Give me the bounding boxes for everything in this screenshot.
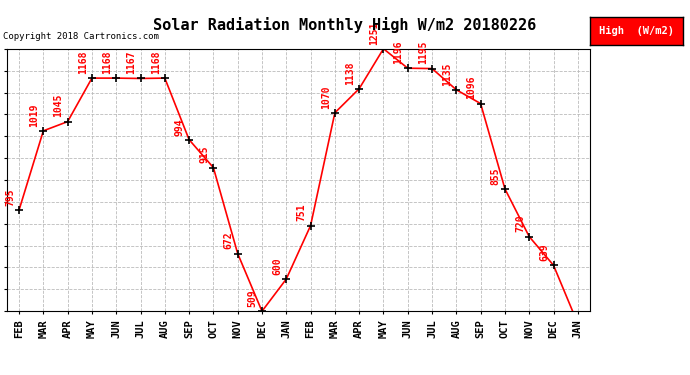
Text: 915: 915 <box>199 146 209 164</box>
Point <box>232 251 243 257</box>
Text: Copyright 2018 Cartronics.com: Copyright 2018 Cartronics.com <box>3 32 159 41</box>
Text: 1096: 1096 <box>466 76 477 99</box>
Point <box>305 223 316 229</box>
Text: 1196: 1196 <box>393 40 404 64</box>
Point <box>184 136 195 142</box>
Point <box>451 87 462 93</box>
Point <box>475 100 486 106</box>
Text: High  (W/m2): High (W/m2) <box>599 26 674 36</box>
Text: 1251: 1251 <box>369 21 380 45</box>
Point <box>572 321 583 327</box>
Point <box>329 110 340 116</box>
Point <box>548 262 559 268</box>
Point <box>378 46 389 52</box>
Point <box>208 165 219 171</box>
Text: 1070: 1070 <box>321 85 331 109</box>
Text: 1135: 1135 <box>442 62 452 86</box>
Text: 994: 994 <box>175 118 185 135</box>
Text: 1168: 1168 <box>102 51 112 74</box>
Point <box>38 128 49 134</box>
Text: 1195: 1195 <box>418 41 428 64</box>
Text: 1019: 1019 <box>29 103 39 127</box>
Text: 600: 600 <box>272 257 282 275</box>
Text: 1138: 1138 <box>345 61 355 84</box>
Text: 855: 855 <box>491 167 501 184</box>
Text: 509: 509 <box>248 290 258 307</box>
Point <box>402 65 413 71</box>
Text: 474: 474 <box>0 374 1 375</box>
Point <box>135 75 146 81</box>
Point <box>257 308 268 314</box>
Text: 639: 639 <box>540 243 549 261</box>
Text: Solar Radiation Monthly High W/m2 20180226: Solar Radiation Monthly High W/m2 201802… <box>153 17 537 33</box>
Point <box>354 86 365 92</box>
Text: 1168: 1168 <box>78 51 88 74</box>
Point <box>281 276 292 282</box>
Text: 1045: 1045 <box>53 94 63 117</box>
Text: 795: 795 <box>5 188 15 206</box>
Text: 751: 751 <box>297 204 306 222</box>
Point <box>426 66 437 72</box>
Point <box>524 234 535 240</box>
Point <box>159 75 170 81</box>
Point <box>110 75 121 81</box>
Point <box>86 75 97 81</box>
Text: 720: 720 <box>515 215 525 232</box>
Point <box>62 118 73 124</box>
Text: 672: 672 <box>224 232 233 249</box>
Text: 1167: 1167 <box>126 51 137 74</box>
Point <box>500 186 511 192</box>
Text: 1168: 1168 <box>150 51 161 74</box>
Point <box>14 207 25 213</box>
